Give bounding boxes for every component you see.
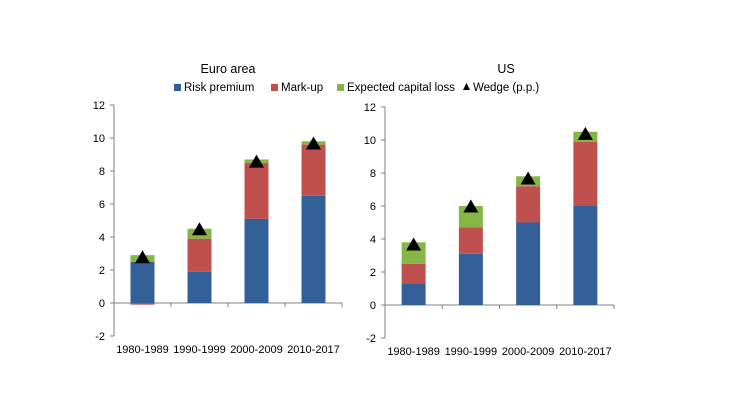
panel1-y-tick-label-7: 12	[93, 100, 105, 112]
panel2-x-tick-label-3: 2010-2017	[559, 346, 612, 358]
panel1-title: Euro area	[201, 62, 256, 76]
panel2-wedge-marker-0	[406, 237, 422, 251]
panel1-wedge-marker-1	[192, 222, 207, 236]
panel2-x-tick-label-2: 2000-2009	[502, 346, 555, 358]
panel2-y-tick-label-5: 8	[370, 168, 376, 180]
legend-swatch-expected-capital-loss	[337, 84, 344, 91]
panel2-bar-risk-premium-3	[573, 206, 598, 305]
panel1-bar-mark-up-0	[130, 303, 155, 305]
panel2-wedge-marker-2	[520, 171, 536, 185]
panel1-y-tick-label-5: 8	[99, 166, 105, 178]
panel1-y-tick-label-2: 2	[99, 265, 105, 277]
panel2-bar-mark-up-2	[516, 186, 541, 223]
panel1-x-tick-label-0: 1980-1989	[116, 344, 169, 356]
legend-label-wedge: Wedge (p.p.)	[473, 82, 539, 94]
panel1-bar-mark-up-2	[244, 162, 269, 219]
panel1-y-tick-label-6: 10	[93, 133, 105, 145]
panel1-bar-risk-premium-0	[130, 261, 155, 303]
panel1-y-tick-label-1: 0	[99, 298, 105, 310]
panel1-bar-mark-up-3	[301, 144, 326, 196]
panel1-wedge-marker-2	[249, 154, 264, 168]
panel2-x-tick-label-1: 1990-1999	[445, 346, 498, 358]
panel2-x-tick-label-0: 1980-1989	[387, 346, 440, 358]
legend-swatch-wedge	[463, 83, 470, 90]
panel2-y-tick-label-6: 10	[364, 135, 376, 147]
panel1-y-tick-label-4: 6	[99, 199, 105, 211]
panel1-x-tick-label-3: 2010-2017	[287, 344, 340, 356]
panel2-bar-mark-up-1	[458, 227, 483, 254]
panel1-bar-mark-up-1	[187, 238, 212, 272]
panel1-wedge-marker-0	[135, 250, 150, 264]
panel2-bar-risk-premium-1	[458, 253, 483, 305]
panel1-bar-risk-premium-1	[187, 271, 212, 303]
panel2-wedge-marker-3	[577, 126, 593, 140]
panel2-bar-mark-up-0	[401, 263, 426, 284]
panel2-y-tick-label-7: 12	[364, 102, 376, 114]
legend-swatch-risk-premium	[174, 84, 181, 91]
panel2-y-tick-label-4: 6	[370, 201, 376, 213]
panel2-bar-expected-capital-loss-0	[401, 242, 426, 264]
panel2-y-tick-label-1: 0	[370, 300, 376, 312]
legend-label-expected-capital-loss: Expected capital loss	[347, 82, 455, 94]
panel2-y-tick-label-3: 4	[370, 234, 376, 246]
panel1-x-tick-label-1: 1990-1999	[173, 344, 226, 356]
panel1-x-tick-label-2: 2000-2009	[230, 344, 283, 356]
legend-label-risk-premium: Risk premium	[184, 82, 254, 94]
legend-label-mark-up: Mark-up	[281, 82, 323, 94]
panel2-y-tick-label-0: -2	[366, 333, 376, 345]
panel2-wedge-marker-1	[463, 199, 479, 213]
panel2-bar-mark-up-3	[573, 141, 598, 206]
panel2-bar-risk-premium-2	[516, 222, 541, 305]
panel1-bar-risk-premium-3	[301, 195, 326, 303]
panel2-title: US	[497, 62, 514, 76]
legend-swatch-mark-up	[271, 84, 278, 91]
panel2-bar-risk-premium-0	[401, 283, 426, 305]
panel1-y-tick-label-3: 4	[99, 232, 105, 244]
panel1-bar-risk-premium-2	[244, 218, 269, 303]
panel1-wedge-marker-3	[306, 136, 321, 150]
panel1-y-tick-label-0: -2	[95, 331, 105, 343]
panel2-y-tick-label-2: 2	[370, 267, 376, 279]
